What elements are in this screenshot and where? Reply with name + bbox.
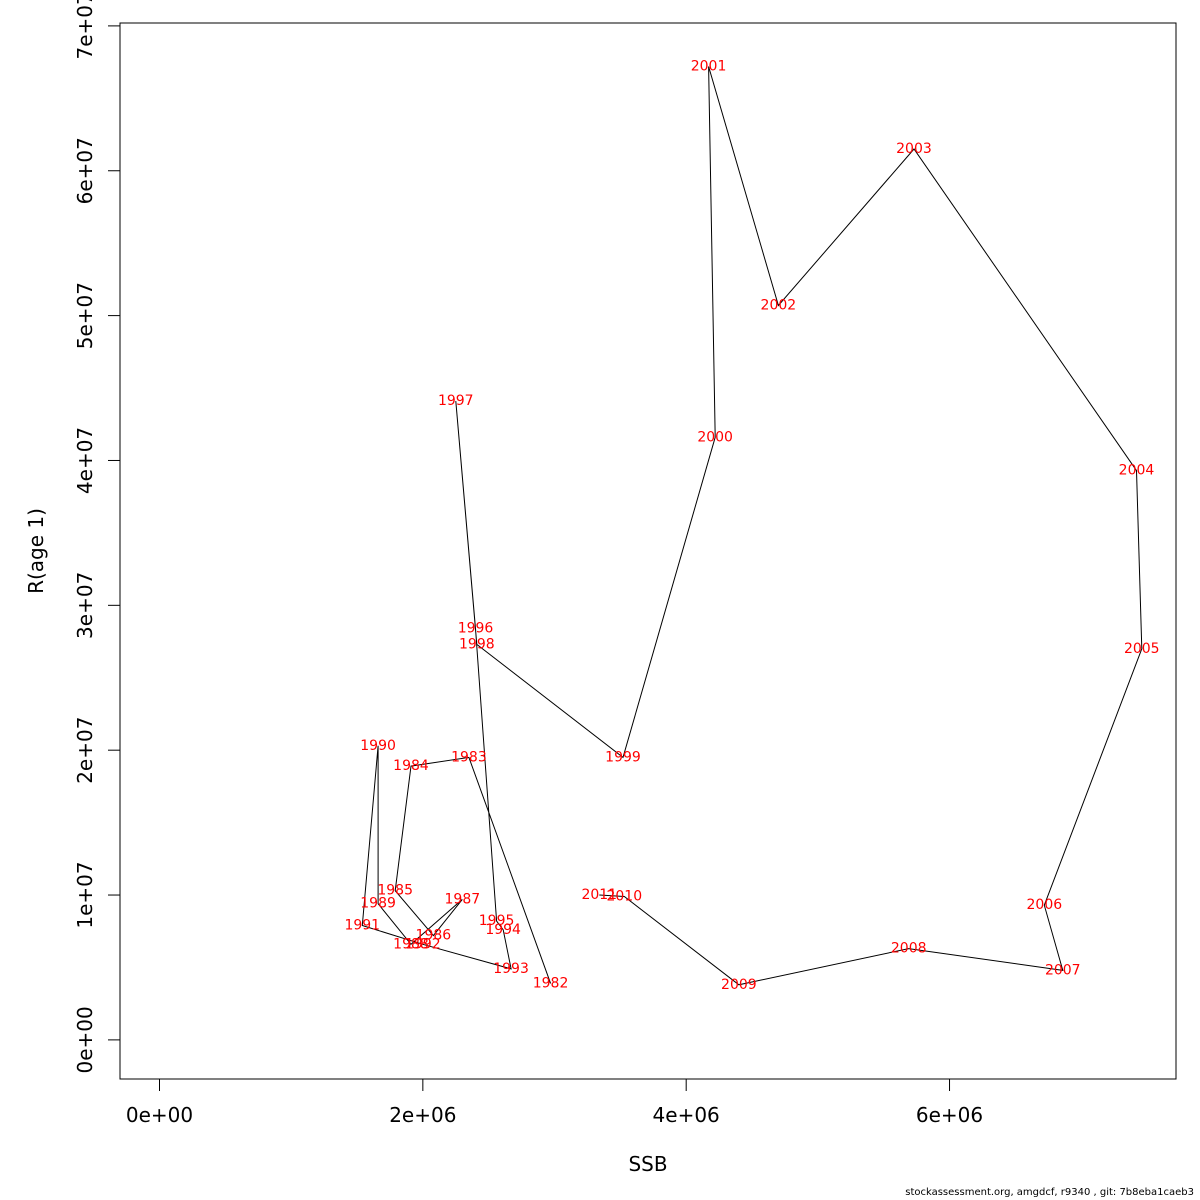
point-label-2007: 2007 [1045, 962, 1081, 978]
point-label-2001: 2001 [691, 58, 727, 74]
point-label-1994: 1994 [485, 922, 521, 938]
point-label-1999: 1999 [605, 749, 641, 765]
y-tick-label: 1e+07 [73, 861, 97, 928]
y-tick-label: 7e+07 [73, 0, 97, 60]
point-label-1998: 1998 [459, 636, 495, 652]
point-label-1987: 1987 [445, 891, 481, 907]
point-label-1984: 1984 [393, 758, 429, 774]
x-tick-label: 4e+06 [653, 1103, 720, 1127]
y-tick-label: 2e+07 [73, 717, 97, 784]
y-axis-title: R(age 1) [24, 508, 48, 594]
point-label-1982: 1982 [533, 975, 569, 991]
x-axis: 0e+00 2e+06 4e+06 6e+06 [126, 1078, 983, 1127]
point-label-1991: 1991 [344, 917, 380, 933]
x-tick-label: 6e+06 [916, 1103, 983, 1127]
y-tick-label: 6e+07 [73, 137, 97, 204]
point-label-1988: 1988 [393, 936, 429, 952]
point-label-1990: 1990 [360, 738, 396, 754]
y-tick-label: 5e+07 [73, 282, 97, 349]
point-label-1989: 1989 [360, 896, 396, 912]
point-label-1993: 1993 [493, 961, 529, 977]
point-label-1986: 1986 [416, 928, 452, 944]
point-label-2011: 2011 [581, 887, 617, 903]
y-axis: 0e+00 1e+07 2e+07 3e+07 4e+07 5e+07 6e+07 7e+07 [73, 0, 121, 1074]
point-label-1983: 1983 [451, 749, 487, 765]
point-label-1992: 1992 [405, 936, 441, 952]
point-label-1995: 1995 [479, 913, 515, 929]
point-label-2002: 2002 [761, 297, 797, 313]
point-label-2009: 2009 [721, 977, 757, 993]
y-tick-label: 4e+07 [73, 427, 97, 494]
y-tick-label: 3e+07 [73, 572, 97, 639]
point-label-2006: 2006 [1027, 897, 1063, 913]
point-label-2008: 2008 [891, 941, 927, 957]
point-label-2000: 2000 [697, 429, 733, 445]
series-path [361, 66, 1143, 986]
point-label-1997: 1997 [438, 393, 474, 409]
x-tick-label: 2e+06 [389, 1103, 456, 1127]
series-line [361, 66, 1143, 986]
footer-credit: stockassessment.org, amgdcf, r9340 , git… [905, 1187, 1194, 1198]
point-label-2010: 2010 [606, 888, 642, 904]
point-label-1985: 1985 [377, 883, 413, 899]
y-tick-label: 0e+00 [73, 1006, 97, 1073]
point-label-2005: 2005 [1124, 641, 1160, 657]
point-label-1996: 1996 [458, 620, 494, 636]
point-label-2003: 2003 [896, 141, 932, 157]
point-labels: 1982 1983 1984 1985 1986 1987 1988 1989 1990 1991… [344, 58, 1159, 992]
plot-frame [119, 22, 1177, 1080]
x-axis-title: SSB [628, 1152, 667, 1176]
point-label-2004: 2004 [1119, 463, 1155, 479]
x-tick-label: 0e+00 [126, 1103, 193, 1127]
